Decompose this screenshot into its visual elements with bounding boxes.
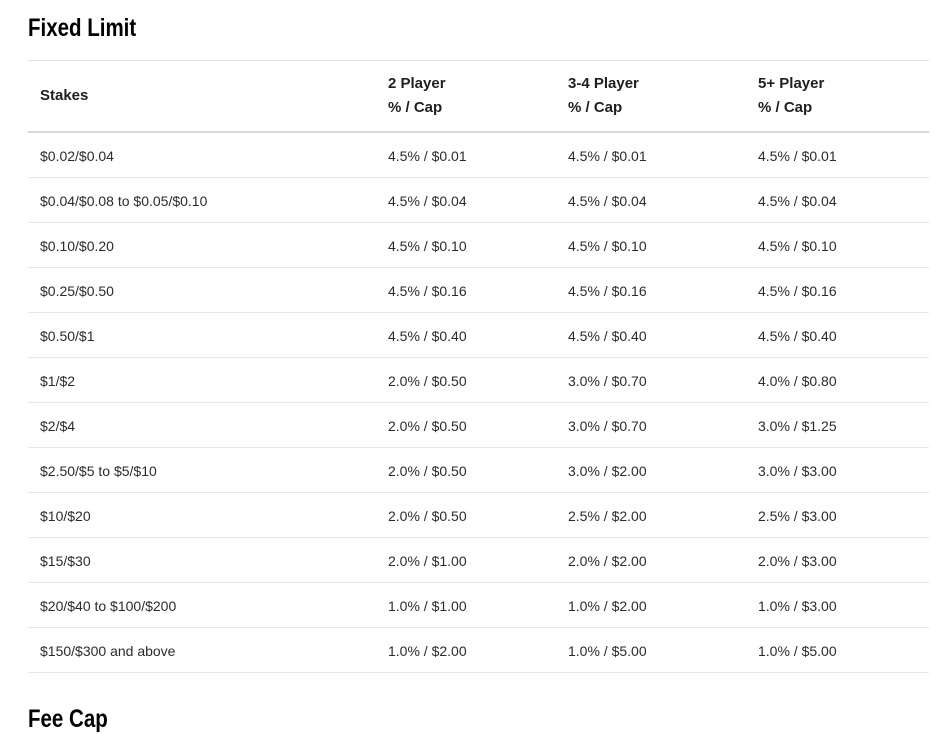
- section-title-next-clipped: Fee Cap: [28, 705, 108, 733]
- stakes-cell: $0.02/$0.04: [28, 132, 376, 178]
- rake-3-4-player-cell: 2.5% / $2.00: [556, 492, 746, 538]
- rake-2-player-cell: 2.0% / $0.50: [376, 492, 556, 538]
- rake-3-4-player-cell: 3.0% / $2.00: [556, 447, 746, 493]
- table-row: $0.25/$0.50 4.5% / $0.16 4.5% / $0.16 4.5% …: [28, 267, 929, 313]
- rake-5-plus-player-cell: 3.0% / $3.00: [746, 447, 929, 493]
- rake-2-player-cell: 2.0% / $0.50: [376, 357, 556, 403]
- rake-page: Fixed Limit Stakes 2 Player % / Cap 3-4 …: [0, 14, 952, 734]
- rake-3-4-player-cell: 1.0% / $5.00: [556, 627, 746, 673]
- section-title-fixed-limit: Fixed Limit: [28, 14, 137, 42]
- column-header-5-plus-player: 5+ Player % / Cap: [746, 60, 929, 133]
- column-header-sublabel: % / Cap: [388, 99, 443, 116]
- rake-5-plus-player-cell: 4.5% / $0.01: [746, 132, 929, 178]
- table-row: $150/$300 and above 1.0% / $2.00 1.0% / $5…: [28, 627, 929, 673]
- rake-2-player-cell: 1.0% / $1.00: [376, 582, 556, 628]
- column-header-stakes: Stakes: [28, 60, 376, 133]
- rake-5-plus-player-cell: 4.5% / $0.16: [746, 267, 929, 313]
- rake-5-plus-player-cell: 2.5% / $3.00: [746, 492, 929, 538]
- column-header-sublabel: % / Cap: [758, 99, 813, 116]
- rake-2-player-cell: 2.0% / $0.50: [376, 447, 556, 493]
- stakes-cell: $0.10/$0.20: [28, 222, 376, 268]
- rake-2-player-cell: 4.5% / $0.10: [376, 222, 556, 268]
- stakes-cell: $150/$300 and above: [28, 627, 376, 673]
- column-header-3-4-player: 3-4 Player % / Cap: [556, 60, 746, 133]
- table-row: $2.50/$5 to $5/$10 2.0% / $0.50 3.0% / $2.…: [28, 447, 929, 493]
- table-row: $0.10/$0.20 4.5% / $0.10 4.5% / $0.10 4.5% …: [28, 222, 929, 268]
- stakes-cell: $1/$2: [28, 357, 376, 403]
- rake-2-player-cell: 4.5% / $0.16: [376, 267, 556, 313]
- rake-2-player-cell: 4.5% / $0.01: [376, 132, 556, 178]
- rake-5-plus-player-cell: 1.0% / $5.00: [746, 627, 929, 673]
- stakes-cell: $0.04/$0.08 to $0.05/$0.10: [28, 177, 376, 223]
- rake-5-plus-player-cell: 4.5% / $0.10: [746, 222, 929, 268]
- rake-3-4-player-cell: 3.0% / $0.70: [556, 357, 746, 403]
- table-row: $1/$2 2.0% / $0.50 3.0% / $0.70 4.0% / $0.8…: [28, 357, 929, 403]
- table-row: $0.04/$0.08 to $0.05/$0.10 4.5% / $0.04 4.…: [28, 177, 929, 223]
- column-header-sublabel: % / Cap: [568, 99, 623, 116]
- stakes-cell: $0.50/$1: [28, 312, 376, 358]
- table-row: $15/$30 2.0% / $1.00 2.0% / $2.00 2.0% / $3…: [28, 537, 929, 583]
- stakes-cell: $2/$4: [28, 402, 376, 448]
- column-header-label: Stakes: [40, 87, 89, 104]
- rake-2-player-cell: 2.0% / $0.50: [376, 402, 556, 448]
- rake-3-4-player-cell: 1.0% / $2.00: [556, 582, 746, 628]
- rake-3-4-player-cell: 3.0% / $0.70: [556, 402, 746, 448]
- rake-3-4-player-cell: 4.5% / $0.01: [556, 132, 746, 178]
- rake-3-4-player-cell: 2.0% / $2.00: [556, 537, 746, 583]
- column-header-label: 5+ Player: [758, 75, 825, 92]
- column-header-2-player: 2 Player % / Cap: [376, 60, 556, 133]
- table-body: $0.02/$0.04 4.5% / $0.01 4.5% / $0.01 4.5% …: [28, 132, 929, 673]
- table-row: $20/$40 to $100/$200 1.0% / $1.00 1.0% / $…: [28, 582, 929, 628]
- rake-5-plus-player-cell: 3.0% / $1.25: [746, 402, 929, 448]
- rake-5-plus-player-cell: 4.5% / $0.40: [746, 312, 929, 358]
- stakes-cell: $0.25/$0.50: [28, 267, 376, 313]
- rake-5-plus-player-cell: 4.5% / $0.04: [746, 177, 929, 223]
- table-row: $2/$4 2.0% / $0.50 3.0% / $0.70 3.0% / $1.2…: [28, 402, 929, 448]
- rake-5-plus-player-cell: 2.0% / $3.00: [746, 537, 929, 583]
- fixed-limit-rake-table: Stakes 2 Player % / Cap 3-4 Player % / C…: [28, 60, 929, 673]
- rake-3-4-player-cell: 4.5% / $0.10: [556, 222, 746, 268]
- rake-5-plus-player-cell: 4.0% / $0.80: [746, 357, 929, 403]
- stakes-cell: $2.50/$5 to $5/$10: [28, 447, 376, 493]
- rake-2-player-cell: 2.0% / $1.00: [376, 537, 556, 583]
- rake-3-4-player-cell: 4.5% / $0.40: [556, 312, 746, 358]
- rake-2-player-cell: 1.0% / $2.00: [376, 627, 556, 673]
- rake-3-4-player-cell: 4.5% / $0.16: [556, 267, 746, 313]
- table-row: $0.50/$1 4.5% / $0.40 4.5% / $0.40 4.5% / $…: [28, 312, 929, 358]
- stakes-cell: $15/$30: [28, 537, 376, 583]
- stakes-cell: $20/$40 to $100/$200: [28, 582, 376, 628]
- stakes-cell: $10/$20: [28, 492, 376, 538]
- table-row: $10/$20 2.0% / $0.50 2.5% / $2.00 2.5% / $3…: [28, 492, 929, 538]
- column-header-label: 3-4 Player: [568, 75, 639, 92]
- rake-2-player-cell: 4.5% / $0.40: [376, 312, 556, 358]
- rake-2-player-cell: 4.5% / $0.04: [376, 177, 556, 223]
- rake-5-plus-player-cell: 1.0% / $3.00: [746, 582, 929, 628]
- table-header-row: Stakes 2 Player % / Cap 3-4 Player % / C…: [28, 60, 929, 133]
- table-row: $0.02/$0.04 4.5% / $0.01 4.5% / $0.01 4.5% …: [28, 132, 929, 178]
- rake-3-4-player-cell: 4.5% / $0.04: [556, 177, 746, 223]
- column-header-label: 2 Player: [388, 75, 446, 92]
